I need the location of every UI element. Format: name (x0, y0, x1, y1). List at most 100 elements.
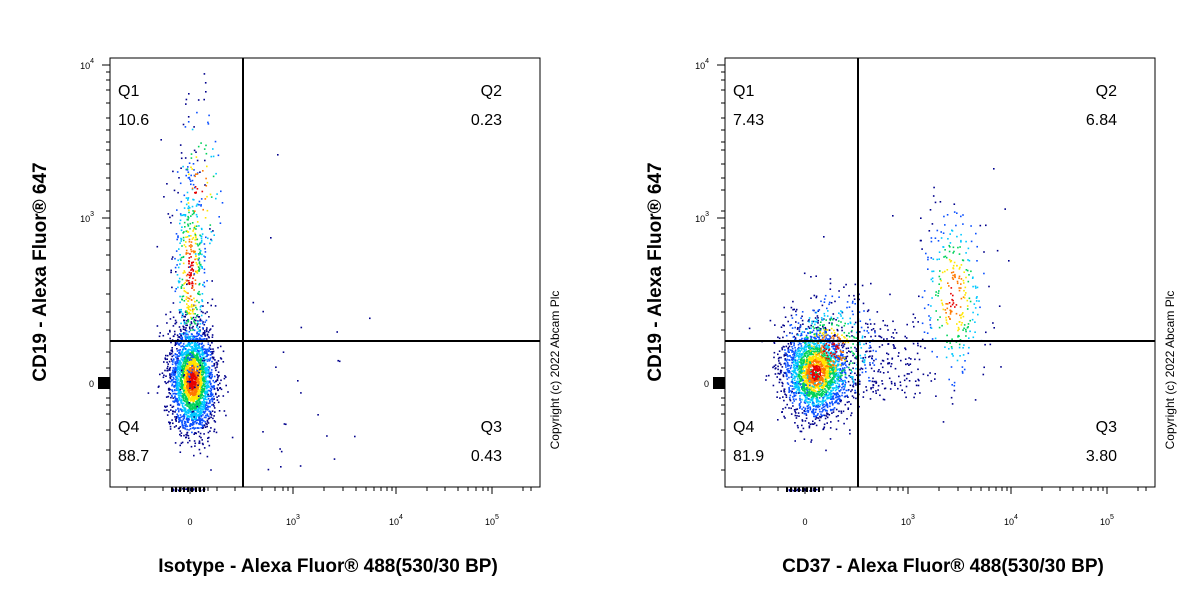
event-dot (213, 363, 216, 366)
event-dot (176, 354, 178, 356)
event-dot (196, 308, 198, 311)
event-dot (812, 410, 815, 412)
event-dot (198, 342, 201, 345)
event-dot (209, 387, 212, 390)
event-dot (180, 364, 182, 367)
event-dot (192, 364, 194, 367)
quadrant-percent: 0.43 (471, 448, 502, 465)
event-dot (193, 368, 196, 370)
event-dot (201, 266, 203, 268)
event-dot (211, 352, 214, 355)
event-dot (213, 375, 216, 378)
event-dot (192, 377, 195, 380)
event-dot (189, 409, 192, 412)
event-dot (193, 369, 195, 371)
event-dot (794, 339, 796, 341)
event-dot (808, 368, 810, 370)
event-dot (828, 352, 830, 354)
event-dot (168, 392, 170, 394)
event-dot (178, 421, 180, 423)
event-dot (204, 159, 206, 162)
event-dot (179, 398, 181, 400)
event-dot (189, 327, 191, 330)
event-dot (275, 366, 277, 368)
event-dot (181, 298, 183, 301)
event-dot (794, 387, 797, 389)
event-dot (176, 348, 178, 350)
event-dot (179, 328, 182, 331)
event-dot (841, 386, 843, 389)
event-dot (188, 162, 191, 164)
event-dot (808, 352, 810, 354)
event-dot (181, 388, 184, 390)
event-dot (203, 380, 206, 382)
event-dot (182, 255, 185, 258)
event-dot (178, 349, 180, 351)
event-dot (202, 397, 205, 400)
event-dot (192, 389, 195, 392)
event-dot (185, 291, 188, 294)
event-dot (181, 423, 184, 426)
event-dot (827, 346, 830, 349)
event-dot (798, 381, 800, 384)
event-dot (204, 338, 206, 340)
event-dot (195, 432, 197, 435)
event-dot (814, 350, 816, 352)
event-dot (793, 365, 795, 368)
event-dot (185, 236, 187, 238)
event-dot (175, 364, 177, 366)
event-dot (199, 396, 201, 398)
event-dot (191, 368, 194, 371)
event-dot (818, 334, 821, 337)
event-dot (818, 393, 820, 396)
event-dot (198, 283, 200, 286)
event-dot (178, 352, 181, 354)
event-dot (184, 290, 187, 293)
event-dot (201, 377, 204, 379)
event-dot (206, 413, 209, 415)
event-dot (204, 382, 207, 385)
event-dot (193, 321, 196, 324)
event-dot (820, 389, 823, 391)
event-dot (842, 350, 844, 352)
event-dot (817, 365, 819, 367)
event-dot (193, 417, 196, 420)
event-dot (806, 356, 808, 359)
event-dot (220, 358, 223, 360)
event-dot (174, 319, 177, 322)
event-dot (836, 382, 839, 385)
event-dot (824, 408, 826, 411)
event-dot (186, 353, 189, 356)
event-dot (203, 359, 206, 362)
event-dot (199, 171, 201, 173)
event-dot (169, 374, 171, 377)
event-dot (193, 364, 196, 366)
event-dot (182, 359, 184, 361)
event-dot (823, 342, 826, 345)
event-dot (170, 222, 172, 224)
event-dot (851, 395, 854, 397)
event-dot (181, 284, 184, 286)
event-dot (199, 372, 201, 374)
event-dot (194, 362, 197, 365)
event-dot (188, 396, 191, 399)
event-dot (830, 302, 833, 304)
event-dot (193, 418, 195, 421)
event-dot (848, 374, 850, 377)
event-dot (178, 420, 181, 422)
event-dot (194, 250, 196, 253)
event-dot (189, 313, 191, 315)
event-dot (848, 363, 851, 366)
event-dot (172, 400, 174, 403)
event-dot (210, 377, 212, 380)
event-dot (209, 224, 212, 226)
event-dot (216, 193, 218, 195)
event-dot (180, 167, 182, 169)
event-dot (211, 400, 214, 403)
event-dot (793, 335, 796, 338)
event-dot (171, 286, 173, 289)
event-dot (174, 362, 176, 365)
event-dot (824, 414, 826, 417)
event-dot (216, 387, 219, 389)
event-dot (188, 375, 190, 378)
